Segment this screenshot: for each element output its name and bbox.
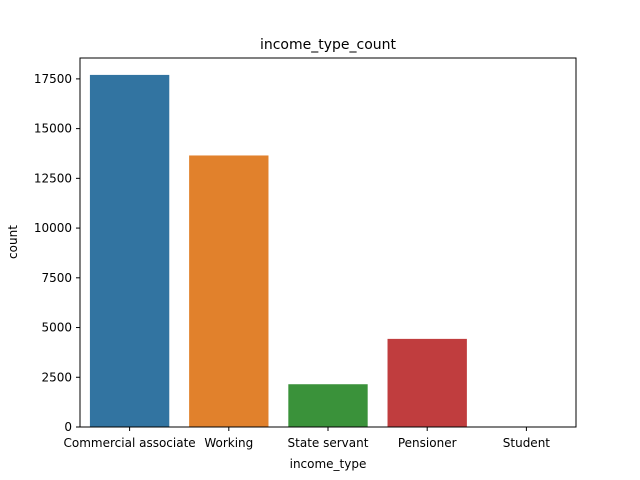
bar-1 xyxy=(89,74,170,427)
y-tick-label: 17500 xyxy=(34,72,72,86)
chart-title: income_type_count xyxy=(260,37,397,53)
y-tick-label: 15000 xyxy=(34,122,72,136)
x-axis-label: income_type xyxy=(290,457,367,471)
x-tick-label: Working xyxy=(204,436,253,450)
x-tick-label: Commercial associate xyxy=(64,436,196,450)
y-tick-label: 12500 xyxy=(34,171,72,185)
y-tick-label: 10000 xyxy=(34,221,72,235)
bar-2 xyxy=(189,155,269,428)
plot-frame xyxy=(79,57,577,428)
y-tick-label: 7500 xyxy=(41,271,72,285)
y-axis: 0 2500 5000 7500 10000 12500 15000 17500 xyxy=(34,72,80,434)
y-tick-label: 0 xyxy=(64,420,72,434)
y-axis-label: count xyxy=(6,225,20,259)
x-tick-label: State servant xyxy=(288,436,369,450)
y-tick-label: 2500 xyxy=(41,370,72,384)
x-tick-label: Pensioner xyxy=(398,436,457,450)
x-axis: Commercial associate Working State servant… xyxy=(64,427,551,450)
bars-group xyxy=(89,74,567,428)
y-tick-label: 5000 xyxy=(41,321,72,335)
x-tick-label: Student xyxy=(503,436,551,450)
bar-3 xyxy=(288,384,368,427)
bar-4 xyxy=(387,338,467,427)
